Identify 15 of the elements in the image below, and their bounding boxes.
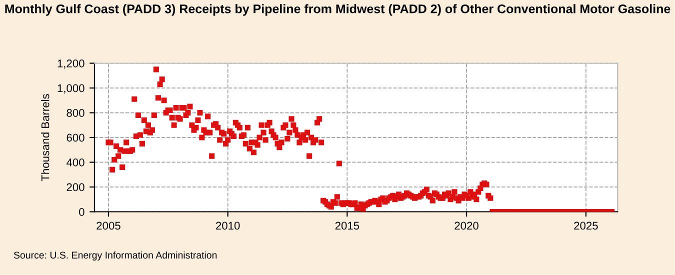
y-tick-label: 400 xyxy=(66,158,84,166)
y-tick-label: 1,200 xyxy=(58,60,84,69)
y-tick-label: 1,000 xyxy=(58,84,84,94)
y-tick-label: 0 xyxy=(79,208,84,216)
source-note: Source: U.S. Energy Information Administration xyxy=(14,251,217,261)
x-tick-label: 2020 xyxy=(454,222,478,230)
x-tick-label: 2025 xyxy=(574,222,598,230)
y-tick-label: 800 xyxy=(66,109,84,117)
x-tick-label: 2015 xyxy=(335,222,360,230)
y-tick-label: 600 xyxy=(66,134,84,142)
y-axis-title: Thousand Barrels xyxy=(41,94,50,182)
x-tick-label: 2005 xyxy=(96,222,120,230)
chart-title: Monthly Gulf Coast (PADD 3) Receipts by Pipeline from Midwest (PADD 2) of Other Conventional Motor Gasoline xyxy=(5,4,670,16)
x-tick-label: 2010 xyxy=(216,222,240,230)
y-tick-label: 200 xyxy=(66,183,84,192)
